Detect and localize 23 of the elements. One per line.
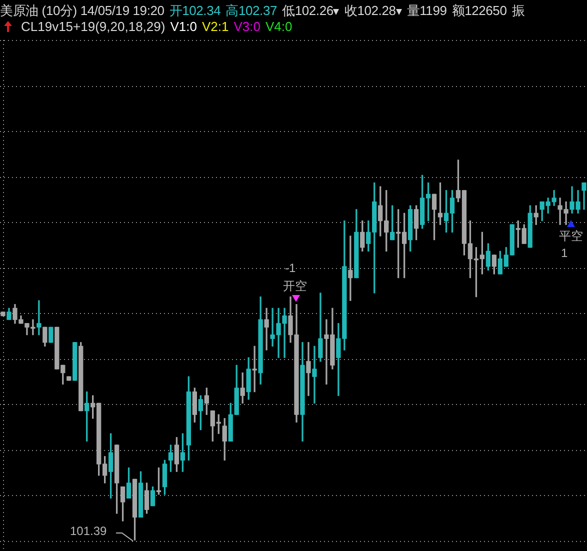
- candlestick: [312, 346, 317, 404]
- candlestick: [306, 342, 311, 396]
- text: 量1199: [406, 3, 447, 18]
- text: V1:0: [170, 19, 197, 34]
- text: 高102.37: [226, 3, 278, 18]
- text: 开102.34: [169, 3, 221, 18]
- text: V2:1: [202, 19, 229, 34]
- annotation: -1: [285, 261, 296, 275]
- text: V3:0: [234, 19, 260, 34]
- annotation: 1: [561, 246, 568, 260]
- annotation: 开空: [283, 278, 307, 295]
- candlestick: [36, 300, 42, 336]
- candlestick: [264, 308, 269, 350]
- candlestick: [252, 346, 257, 392]
- text: 额122650: [452, 3, 507, 18]
- text: V4:0: [265, 19, 292, 34]
- text: CL19v15+19(9,20,18,29): [21, 19, 166, 34]
- annotation: 101.39: [70, 524, 107, 538]
- text: 收102.28: [344, 3, 396, 18]
- text: 低102.26: [282, 3, 334, 18]
- text: 振: [512, 3, 525, 18]
- annotation: 平空: [559, 228, 583, 245]
- chart-title: 美原油 (10分) 14/05/19 19:20: [0, 3, 164, 18]
